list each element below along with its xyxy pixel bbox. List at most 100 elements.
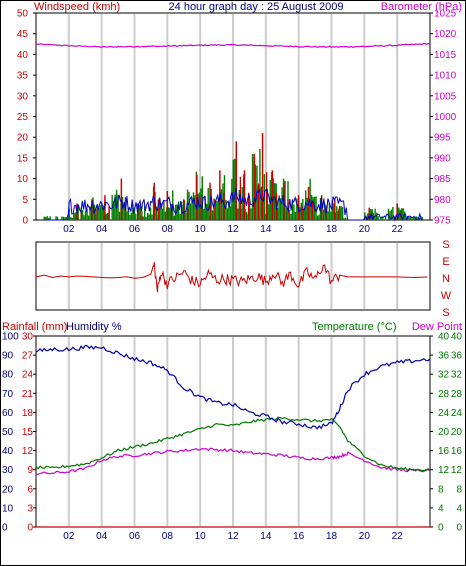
- humidity-tick-50: 50: [2, 427, 14, 438]
- wind-x-tick-20: 20: [359, 224, 371, 235]
- windspeed-tick-50: 50: [17, 9, 29, 20]
- temperature-tick-12: 12: [438, 465, 450, 476]
- wind-x-tick-14: 14: [260, 224, 272, 235]
- rainfall-tick-15: 15: [22, 427, 34, 438]
- humidity-line: [35, 344, 431, 430]
- wind-x-tick-22: 22: [392, 224, 404, 235]
- barometer-tick-990: 990: [434, 153, 451, 164]
- windspeed-tick-30: 30: [17, 91, 29, 102]
- temperature-line: [35, 416, 431, 472]
- barometer-tick-1010: 1010: [434, 71, 457, 82]
- wind-x-tick-16: 16: [293, 224, 305, 235]
- wind-x-tick-02: 02: [63, 224, 75, 235]
- barometer-tick-975: 975: [434, 216, 451, 227]
- dewpoint-tick-32: 32: [451, 370, 463, 381]
- humidity-tick-80: 80: [2, 370, 14, 381]
- climate-x-tick-22: 22: [392, 531, 404, 542]
- wind-x-tick-10: 10: [195, 224, 207, 235]
- direction-label-E: E: [442, 256, 449, 268]
- wind-direction-line: [35, 262, 428, 293]
- climate-x-tick-16: 16: [293, 531, 305, 542]
- climate-x-tick-04: 04: [96, 531, 108, 542]
- temperature-tick-8: 8: [438, 484, 444, 495]
- barometer-tick-1000: 1000: [434, 112, 457, 123]
- windspeed-tick-15: 15: [17, 153, 29, 164]
- rainfall-tick-6: 6: [27, 484, 33, 495]
- climate-x-tick-10: 10: [195, 531, 207, 542]
- windspeed-tick-35: 35: [17, 71, 29, 82]
- temperature-tick-0: 0: [438, 523, 444, 534]
- dewpoint-tick-16: 16: [451, 446, 463, 457]
- barometer-tick-985: 985: [434, 174, 451, 185]
- rainfall-tick-3: 3: [27, 503, 33, 514]
- dewpoint-tick-8: 8: [456, 484, 462, 495]
- climate-x-tick-12: 12: [227, 531, 239, 542]
- climate-x-tick-02: 02: [63, 531, 75, 542]
- direction-label-W: W: [441, 290, 452, 302]
- barometer-tick-1025: 1025: [434, 9, 457, 20]
- barometer-tick-995: 995: [434, 133, 451, 144]
- dewpoint-tick-4: 4: [456, 503, 462, 514]
- climate-x-tick-18: 18: [326, 531, 338, 542]
- climate-x-tick-08: 08: [162, 531, 174, 542]
- direction-label-S: S: [442, 307, 449, 319]
- direction-label-N: N: [442, 273, 450, 285]
- barometer-tick-980: 980: [434, 195, 451, 206]
- humidity-tick-100: 100: [2, 332, 19, 343]
- rainfall-axis-label: Rainfall (mm): [2, 321, 67, 333]
- dewpoint-tick-40: 40: [451, 332, 463, 343]
- barometer-tick-1020: 1020: [434, 29, 457, 40]
- temperature-tick-20: 20: [438, 427, 450, 438]
- temperature-tick-16: 16: [438, 446, 450, 457]
- barometer-line: [35, 42, 431, 48]
- humidity-tick-40: 40: [2, 446, 14, 457]
- chart-title: 24 hour graph day : 25 August 2009: [169, 1, 344, 13]
- temperature-tick-36: 36: [438, 351, 450, 362]
- rainfall-tick-9: 9: [27, 465, 33, 476]
- climate-x-tick-20: 20: [359, 531, 371, 542]
- temperature-tick-4: 4: [438, 503, 444, 514]
- rainfall-tick-30: 30: [22, 332, 34, 343]
- wind-x-tick-06: 06: [129, 224, 141, 235]
- temperature-tick-32: 32: [438, 370, 450, 381]
- barometer-tick-1005: 1005: [434, 91, 457, 102]
- temperature-tick-24: 24: [438, 408, 450, 419]
- dewpoint-tick-24: 24: [451, 408, 463, 419]
- barometer-axis-label: Barometer (hPa): [381, 1, 462, 13]
- windspeed-tick-5: 5: [22, 195, 28, 206]
- dewpoint-tick-36: 36: [451, 351, 463, 362]
- dewpoint-axis-label: Dew Point: [412, 321, 462, 333]
- wind-x-tick-08: 08: [162, 224, 174, 235]
- dewpoint-tick-28: 28: [451, 389, 463, 400]
- humidity-axis-label: Humidity %: [66, 321, 122, 333]
- climate-x-tick-06: 06: [129, 531, 141, 542]
- dewpoint-tick-0: 0: [456, 523, 462, 534]
- windspeed-tick-25: 25: [17, 112, 29, 123]
- rainfall-tick-21: 21: [22, 389, 34, 400]
- wind-x-tick-18: 18: [326, 224, 338, 235]
- rainfall-tick-0: 0: [27, 523, 33, 534]
- windspeed-tick-10: 10: [17, 174, 29, 185]
- humidity-tick-90: 90: [2, 351, 14, 362]
- humidity-tick-60: 60: [2, 408, 14, 419]
- wind-x-tick-12: 12: [227, 224, 239, 235]
- humidity-tick-20: 20: [2, 484, 14, 495]
- rainfall-tick-18: 18: [22, 408, 34, 419]
- humidity-tick-0: 0: [2, 523, 8, 534]
- windspeed-tick-45: 45: [17, 29, 29, 40]
- barometer-tick-1015: 1015: [434, 50, 457, 61]
- rainfall-tick-27: 27: [22, 351, 34, 362]
- climate-x-tick-14: 14: [260, 531, 272, 542]
- temperature-axis-label: Temperature (°C): [312, 321, 396, 333]
- windspeed-tick-20: 20: [17, 133, 29, 144]
- rainfall-tick-24: 24: [22, 370, 34, 381]
- wind-average-line: [44, 187, 423, 222]
- wind-x-tick-04: 04: [96, 224, 108, 235]
- direction-label-S: S: [442, 239, 449, 251]
- humidity-tick-10: 10: [2, 503, 14, 514]
- humidity-tick-70: 70: [2, 389, 14, 400]
- windspeed-axis-label: Windspeed (kmh): [34, 1, 120, 13]
- dewpoint-tick-20: 20: [451, 427, 463, 438]
- dewpoint-line: [35, 447, 431, 475]
